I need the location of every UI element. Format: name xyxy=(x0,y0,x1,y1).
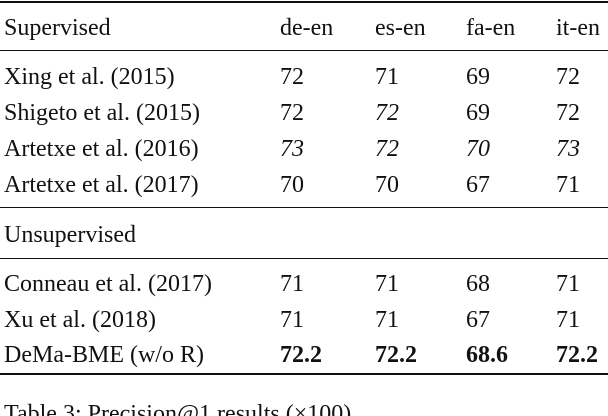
cell-value: 72.2 xyxy=(375,342,417,368)
cell-value: 71 xyxy=(556,271,580,297)
section-heading: Supervised xyxy=(4,15,111,41)
cell-value: 73 xyxy=(280,136,304,162)
cell-value: 72 xyxy=(375,136,399,162)
cell-value: 72 xyxy=(556,100,580,126)
cell-value: 67 xyxy=(466,307,490,333)
cell-value: 69 xyxy=(466,64,490,90)
cell-value: 71 xyxy=(375,271,399,297)
cell-value: 68.6 xyxy=(466,342,508,368)
caption: Table 3: Precision@1 results (×100) xyxy=(4,401,352,416)
column-header: es-en xyxy=(375,15,426,41)
cell-value: 70 xyxy=(466,136,490,162)
column-header: de-en xyxy=(280,15,334,41)
top-rule xyxy=(0,1,608,3)
header-rule xyxy=(0,50,608,51)
bottom-rule xyxy=(0,373,608,375)
cell-value: 71 xyxy=(375,64,399,90)
row-label: Conneau et al. (2017) xyxy=(4,271,212,297)
cell-value: 68 xyxy=(466,271,490,297)
cell-value: 70 xyxy=(280,172,304,198)
section-rule xyxy=(0,207,608,208)
section-rule xyxy=(0,258,608,259)
section-heading: Unsupervised xyxy=(4,222,136,248)
row-label: Xing et al. (2015) xyxy=(4,64,175,90)
cell-value: 72.2 xyxy=(556,342,598,368)
cell-value: 71 xyxy=(556,172,580,198)
cell-value: 67 xyxy=(466,172,490,198)
cell-value: 73 xyxy=(556,136,580,162)
cell-value: 72 xyxy=(280,100,304,126)
cell-value: 70 xyxy=(375,172,399,198)
cell-value: 72 xyxy=(375,100,399,126)
cell-value: 71 xyxy=(375,307,399,333)
cell-value: 69 xyxy=(466,100,490,126)
cell-value: 71 xyxy=(280,271,304,297)
cell-value: 71 xyxy=(556,307,580,333)
cell-value: 71 xyxy=(280,307,304,333)
column-header: it-en xyxy=(556,15,600,41)
row-label: DeMa-BME (w/o R) xyxy=(4,342,204,368)
column-header: fa-en xyxy=(466,15,516,41)
cell-value: 72 xyxy=(280,64,304,90)
row-label: Artetxe et al. (2016) xyxy=(4,136,199,162)
cell-value: 72 xyxy=(556,64,580,90)
cell-value: 72.2 xyxy=(280,342,322,368)
row-label: Xu et al. (2018) xyxy=(4,307,156,333)
row-label: Shigeto et al. (2015) xyxy=(4,100,200,126)
row-label: Artetxe et al. (2017) xyxy=(4,172,199,198)
